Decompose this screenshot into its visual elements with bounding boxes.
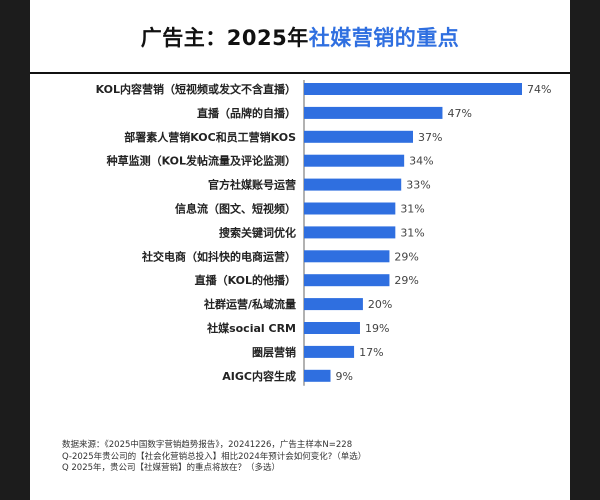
category-label: 圈层营销 [252, 345, 296, 359]
chart-title: 广告主：2025年社媒营销的重点 [30, 22, 570, 52]
bar-chart: KOL内容营销（短视频或发文不含直播） 74% 直播（品牌的自播） 47% 部署素人营销… [96, 80, 551, 386]
category-label: 信息流（图文、短视频） [175, 202, 296, 216]
chart-card: 广告主：2025年社媒营销的重点 KOL内容营销（短视频或发文不含直播） 74% 直… [30, 0, 570, 500]
bar [304, 250, 390, 263]
value-label: 33% [406, 179, 430, 192]
bar [304, 322, 360, 334]
value-label: 29% [394, 274, 418, 287]
category-label: 直播（品牌的自播） [197, 106, 296, 120]
value-label: 31% [400, 226, 424, 239]
category-label: KOL内容营销（短视频或发文不含直播） [96, 82, 296, 96]
footer-question-1: Q-2025年贵公司的【社会化营销总投入】相比2024年预计会如何变化?（单选） [62, 451, 367, 462]
category-label: 搜索关键词优化 [219, 225, 296, 239]
bar [304, 106, 443, 119]
bar [304, 178, 402, 191]
footer-question-2: Q 2025年，贵公司【社媒营销】的重点将放在？（多选） [62, 463, 281, 473]
bar [304, 154, 405, 167]
value-label: 19% [365, 322, 389, 335]
value-label: 29% [394, 250, 418, 263]
value-label: 9% [336, 370, 353, 383]
chart-footer: 数据来源：《2025中国数字营销趋势报告》，20241226，广告主样本N=22… [62, 440, 562, 475]
category-label: 直播（KOL的他播） [195, 273, 296, 287]
category-label: AIGC内容生成 [222, 369, 296, 383]
category-label: 官方社媒账号运营 [208, 178, 296, 192]
bar [304, 274, 390, 287]
value-label: 17% [359, 346, 383, 359]
category-label: 社媒social CRM [206, 321, 296, 335]
value-label: 34% [409, 155, 433, 168]
category-label: 社交电商（如抖快的电商运营） [141, 249, 296, 263]
value-label: 31% [400, 203, 424, 216]
value-label: 47% [447, 107, 471, 120]
bar [304, 226, 396, 239]
footer-source: 数据来源：《2025中国数字营销趋势报告》，20241226，广告主样本N=22… [62, 440, 353, 450]
category-label: 种草监测（KOL发帖流量及评论监测） [106, 154, 296, 168]
category-label: 部署素人营销KOC和员工营销KOS [124, 130, 296, 144]
bar [304, 130, 413, 143]
bar [304, 83, 522, 95]
bar [304, 345, 355, 358]
value-label: 37% [418, 131, 442, 144]
category-label: 社群运营/私域流量 [203, 297, 296, 311]
value-label: 20% [368, 298, 392, 311]
bar [304, 369, 331, 382]
chart-title-prefix: 广告主：2025年 [140, 26, 309, 50]
bar [304, 202, 396, 215]
bar [304, 298, 363, 311]
title-divider [30, 72, 570, 74]
chart-title-highlight: 社媒营销的重点 [308, 26, 460, 50]
value-label: 74% [527, 83, 551, 96]
